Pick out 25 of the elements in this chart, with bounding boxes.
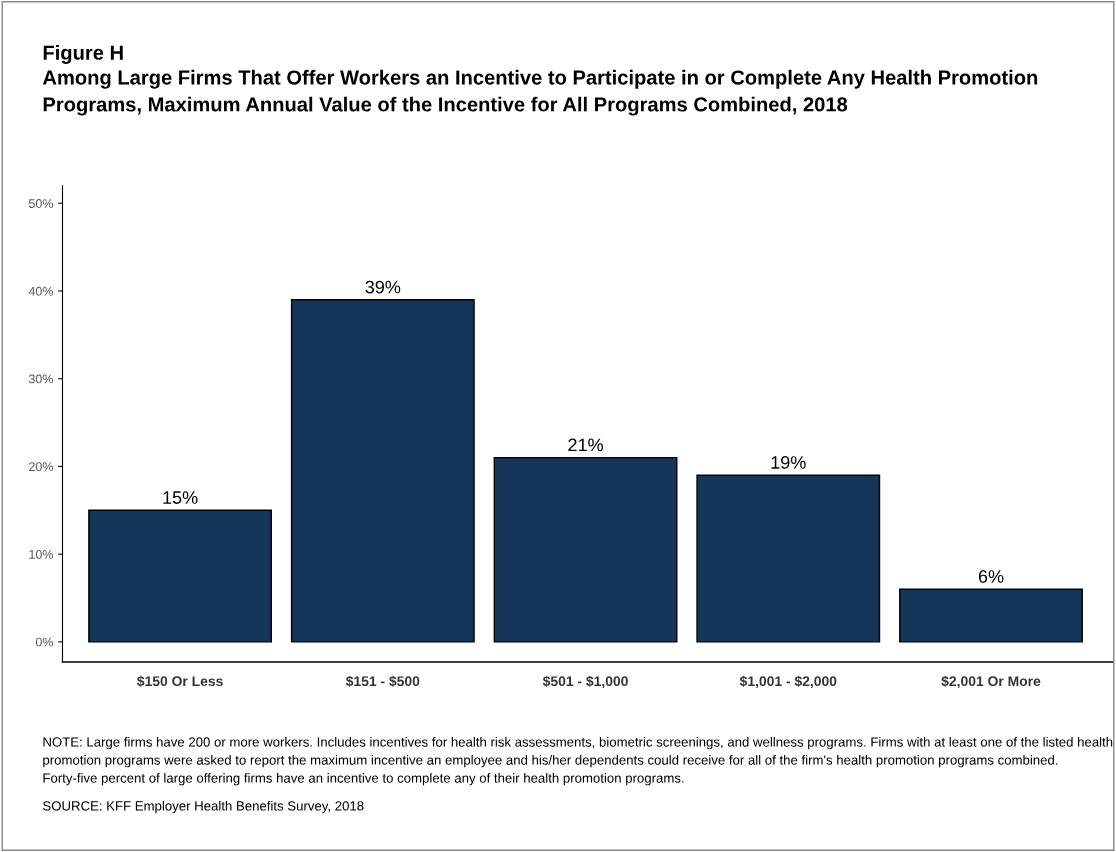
bar bbox=[493, 456, 678, 643]
bar bbox=[696, 474, 881, 643]
x-tick-label: $150 Or Less bbox=[137, 675, 223, 687]
data-label: 21% bbox=[568, 438, 603, 452]
y-tick-label: 20% bbox=[29, 462, 54, 472]
data-label: 6% bbox=[978, 570, 1004, 583]
x-tick-label: $2,001 Or More bbox=[941, 675, 1041, 689]
source-note: SOURCE: KFF Employer Health Benefits Survey, 2018 bbox=[43, 800, 364, 814]
bar bbox=[899, 588, 1083, 643]
chart-subtitle: Among Large Firms That Offer Workers an Incentive to Participate in or Complete Any Health Promotion Programs, Maximum Annual Value of the Incentive for All Programs Combined, 2018 bbox=[42, 69, 1038, 116]
text: NOTE: Large firms have 200 or more workers. Includes incentives for health risk assessments, biometric screenings, and wellness programs. Firms with at least one of the listed health promotion programs were asked to report the maximum incentive an employee and his/her dependents could receive for all of the firm's health promotion programs combined. Forty-five percent of large offering firms have an incentive to complete any of their health promotion programs. bbox=[43, 736, 1113, 786]
y-tick-label: 40% bbox=[28, 286, 54, 296]
data-label: 15% bbox=[163, 491, 198, 504]
chart-title: Figure H bbox=[43, 45, 123, 64]
y-tick-label: 10% bbox=[29, 549, 54, 559]
x-tick-label: $151 - $500 bbox=[345, 675, 420, 687]
x-tick-label: $501 - $1,000 bbox=[542, 675, 628, 689]
x-tick-label: $1,001 - $2,000 bbox=[739, 675, 837, 689]
y-tick-label: 50% bbox=[28, 199, 54, 208]
data-label: 39% bbox=[365, 280, 401, 294]
bar bbox=[88, 509, 273, 643]
y-tick-label: 30% bbox=[28, 374, 54, 384]
bar bbox=[290, 299, 475, 643]
data-label: 19% bbox=[771, 456, 806, 469]
y-tick-label: 0% bbox=[35, 637, 54, 647]
